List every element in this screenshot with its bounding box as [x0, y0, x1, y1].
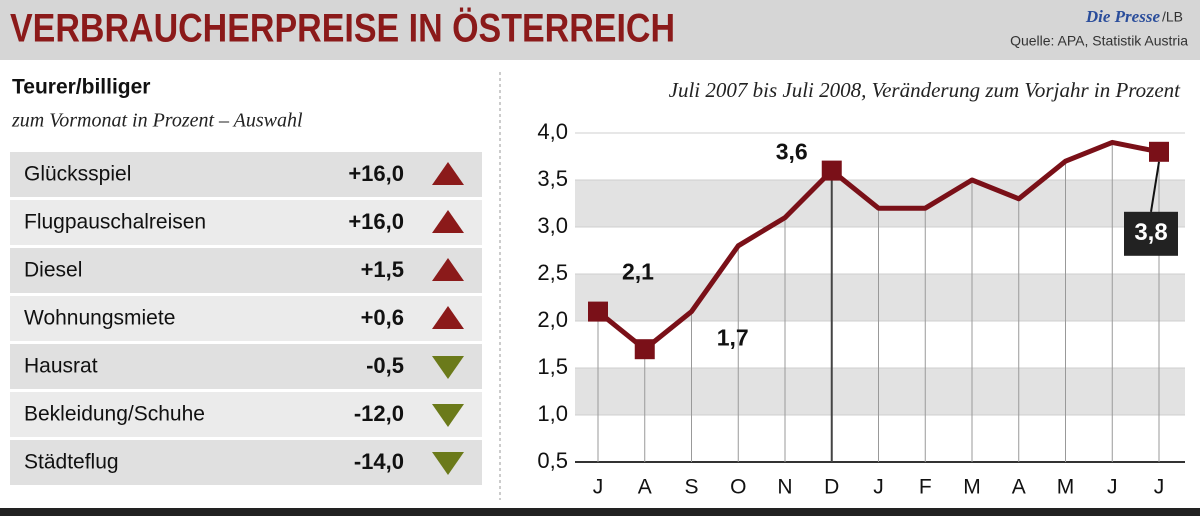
- table-row: [10, 392, 482, 437]
- row-label: Städteflug: [24, 451, 119, 474]
- y-tick-label: 3,0: [537, 213, 568, 238]
- header-band: [0, 0, 1200, 60]
- data-label: 3,8: [1134, 219, 1167, 246]
- y-tick-label: 2,0: [537, 307, 568, 332]
- x-tick-label: N: [777, 476, 792, 499]
- row-value: +16,0: [348, 209, 404, 234]
- y-tick-label: 3,5: [537, 166, 568, 191]
- y-tick-label: 1,5: [537, 354, 568, 379]
- table-row: [10, 200, 482, 245]
- point-marker: [821, 160, 842, 181]
- point-marker: [634, 339, 655, 360]
- x-tick-label: J: [873, 476, 884, 499]
- x-tick-label: M: [1057, 476, 1075, 499]
- row-label: Wohnungsmiete: [24, 307, 175, 330]
- x-tick-label: M: [963, 476, 981, 499]
- arrow-down: [432, 452, 464, 475]
- arrow-up: [432, 210, 464, 233]
- x-tick-label: A: [638, 476, 652, 499]
- row-label: Bekleidung/Schuhe: [24, 403, 205, 426]
- row-value: -14,0: [354, 449, 404, 474]
- arrow-up: [432, 306, 464, 329]
- row-label: Glücksspiel: [24, 163, 131, 186]
- x-tick-label: A: [1012, 476, 1026, 499]
- grid-band: [575, 180, 1185, 227]
- table-row: [10, 152, 482, 197]
- table-row: [10, 344, 482, 389]
- y-tick-label: 0,5: [537, 448, 568, 473]
- point-marker: [588, 301, 608, 322]
- row-label: Hausrat: [24, 355, 98, 378]
- x-tick-label: J: [1107, 476, 1118, 499]
- table-row: [10, 440, 482, 485]
- grid-band: [575, 274, 1185, 321]
- brand-suffix: /LB: [1162, 9, 1183, 25]
- x-tick-label: J: [593, 476, 604, 499]
- y-tick-label: 2,5: [537, 260, 568, 285]
- x-tick-label: S: [684, 476, 698, 499]
- row-value: -0,5: [366, 353, 404, 378]
- arrow-down: [432, 356, 464, 379]
- row-value: +1,5: [361, 257, 404, 282]
- table-title: Teurer/billiger: [12, 76, 150, 99]
- y-tick-label: 1,0: [537, 401, 568, 426]
- y-tick-label: 4,0: [537, 119, 568, 144]
- arrow-down: [432, 404, 464, 427]
- row-label: Diesel: [24, 259, 82, 282]
- x-tick-label: D: [824, 476, 839, 499]
- x-tick-label: O: [730, 476, 746, 499]
- row-value: +0,6: [361, 305, 404, 330]
- row-label: Flugpauschalreisen: [24, 211, 206, 234]
- label-box: [1124, 211, 1178, 256]
- series-line: [596, 139, 1160, 352]
- data-label: 2,1: [622, 259, 654, 285]
- brand: Die Presse: [1085, 7, 1161, 26]
- arrow-up: [432, 258, 464, 281]
- chart-subtitle: Juli 2007 bis Juli 2008, Veränderung zum…: [669, 78, 1182, 102]
- title: VERBRAUCHERPREISE IN ÖSTERREICH: [10, 6, 675, 51]
- label-pointer: [1150, 161, 1160, 212]
- x-tick-label: J: [1154, 476, 1165, 499]
- x-tick-label: F: [919, 476, 932, 499]
- grid-band: [575, 368, 1185, 415]
- row-value: +16,0: [348, 161, 404, 186]
- table-subtitle: zum Vormonat in Prozent – Auswahl: [11, 110, 303, 132]
- table: Glücksspiel +16,0 Flugpauschalreisen +16,0 D…: [10, 152, 482, 485]
- point-marker: [1149, 141, 1169, 162]
- footer-bar: [0, 508, 1200, 516]
- data-label: 1,7: [717, 324, 749, 350]
- arrow-up: [432, 162, 464, 185]
- row-value: -12,0: [354, 401, 404, 426]
- data-label: 3,6: [776, 139, 808, 165]
- table-row: [10, 248, 482, 293]
- source: Quelle: APA, Statistik Austria: [1010, 33, 1188, 49]
- plot: 0,5 1,0 1,5 2,0 2,5 3,0 3,5 4,0 J A S O N D J F M A M J J 2,1…: [537, 119, 1185, 499]
- table-row: [10, 296, 482, 341]
